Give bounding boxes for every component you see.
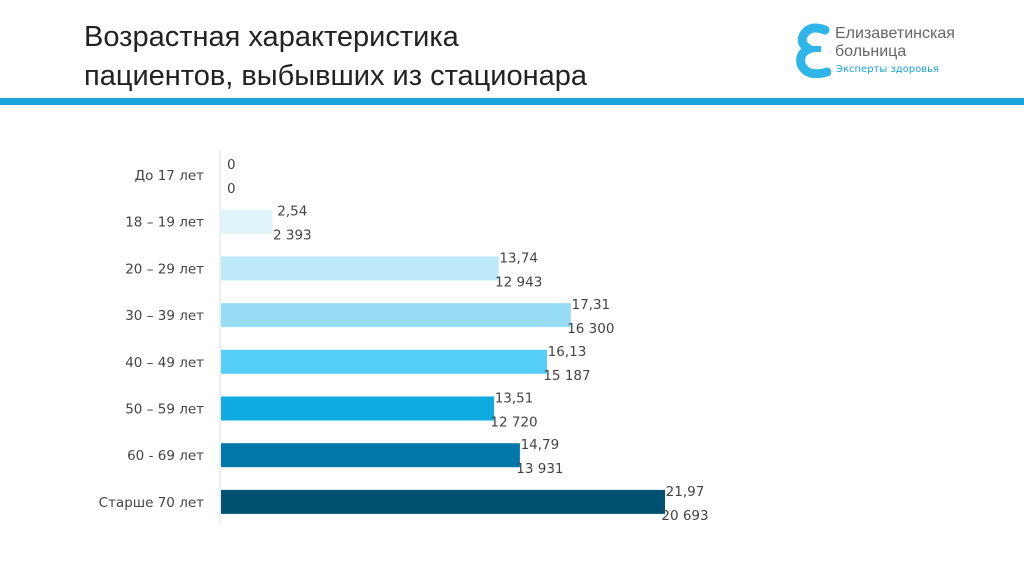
percent-label: 16,13 bbox=[548, 344, 587, 360]
percent-label: 21,97 bbox=[666, 484, 705, 500]
count-label: 16 300 bbox=[567, 321, 614, 337]
hospital-logo: Елизаветинская больница Эксперты здоровья bbox=[795, 22, 955, 82]
count-label: 15 187 bbox=[543, 368, 590, 384]
category-label: 20 – 29 лет bbox=[125, 261, 204, 277]
count-label: 0 bbox=[227, 181, 236, 197]
count-label: 13 931 bbox=[516, 461, 563, 477]
bar bbox=[221, 303, 571, 328]
bar bbox=[221, 443, 520, 468]
percent-label: 14,79 bbox=[521, 437, 560, 453]
bar bbox=[221, 209, 273, 234]
header-rule bbox=[0, 98, 1024, 105]
count-label: 20 693 bbox=[661, 508, 708, 524]
logo-name: Елизаветинская больница bbox=[835, 25, 955, 60]
percent-label: 0 bbox=[227, 157, 236, 173]
logo-e-icon bbox=[796, 23, 832, 79]
percent-label: 13,51 bbox=[495, 391, 534, 407]
category-label: 50 – 59 лет bbox=[125, 402, 204, 418]
category-label: 30 – 39 лет bbox=[125, 308, 204, 324]
bar bbox=[221, 349, 547, 374]
count-label: 12 943 bbox=[495, 274, 542, 290]
bar bbox=[221, 256, 499, 281]
bar bbox=[221, 489, 665, 514]
title-line-2: пациентов, выбывших из стационара bbox=[84, 60, 587, 92]
count-label: 2 393 bbox=[273, 228, 312, 244]
title-line-1: Возрастная характеристика bbox=[84, 21, 459, 53]
category-label: 60 - 69 лет bbox=[127, 448, 204, 464]
category-label: 40 – 49 лет bbox=[125, 355, 204, 371]
category-label: До 17 лет bbox=[135, 168, 205, 184]
count-label: 12 720 bbox=[490, 415, 537, 431]
bar bbox=[221, 396, 495, 421]
category-label: Старше 70 лет bbox=[99, 495, 204, 511]
category-label: 18 – 19 лет bbox=[125, 215, 204, 231]
percent-label: 13,74 bbox=[499, 250, 538, 266]
percent-label: 17,31 bbox=[571, 297, 610, 313]
logo-slogan: Эксперты здоровья bbox=[836, 64, 940, 75]
percent-label: 2,54 bbox=[277, 204, 307, 220]
page-title: Возрастная характеристика пациентов, выб… bbox=[84, 18, 587, 96]
